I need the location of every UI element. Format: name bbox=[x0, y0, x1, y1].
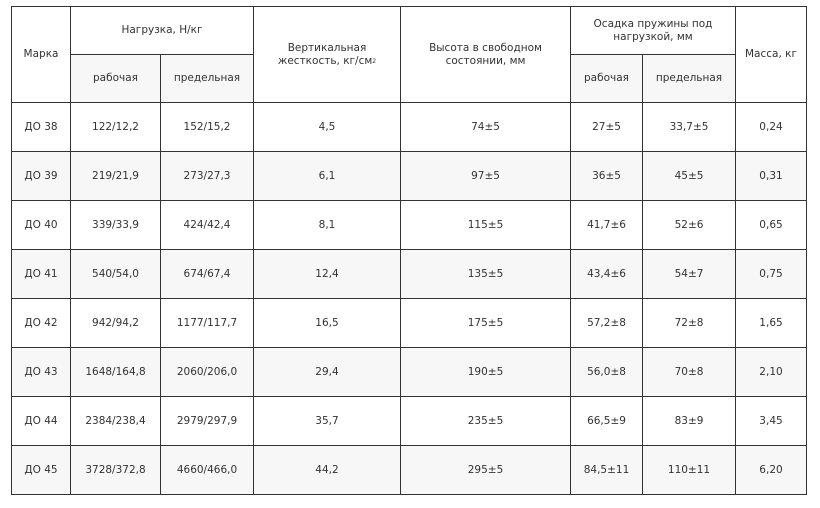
cell-mass: 0,24 bbox=[735, 102, 807, 152]
header-load-limit: предельная bbox=[160, 54, 254, 103]
cell-height: 190±5 bbox=[400, 347, 571, 397]
cell-height: 175±5 bbox=[400, 298, 571, 348]
cell-mass: 2,10 bbox=[735, 347, 807, 397]
header-load: Нагрузка, Н/кг bbox=[70, 6, 254, 55]
cell-mass: 1,65 bbox=[735, 298, 807, 348]
cell-mark: ДО 41 bbox=[11, 249, 71, 299]
cell-load-limit: 273/27,3 bbox=[160, 151, 254, 201]
cell-set-limit: 110±11 bbox=[642, 445, 736, 495]
header-height: Высота в свободном состоянии, мм bbox=[400, 6, 571, 103]
header-settlement-working: рабочая bbox=[570, 54, 643, 103]
cell-set-limit: 52±6 bbox=[642, 200, 736, 250]
cell-stiffness: 16,5 bbox=[253, 298, 401, 348]
cell-set-work: 36±5 bbox=[570, 151, 643, 201]
cell-load-work: 339/33,9 bbox=[70, 200, 161, 250]
cell-stiffness: 29,4 bbox=[253, 347, 401, 397]
header-stiffness: Вертикальная жесткость, кг/см2 bbox=[253, 6, 401, 103]
header-load-working: рабочая bbox=[70, 54, 161, 103]
table-row: ДО 45 3728/372,8 4660/466,0 44,2 295±5 84,5±1… bbox=[11, 445, 807, 495]
cell-height: 235±5 bbox=[400, 396, 571, 446]
cell-set-work: 66,5±9 bbox=[570, 396, 643, 446]
cell-mark: ДО 42 bbox=[11, 298, 71, 348]
cell-load-work: 219/21,9 bbox=[70, 151, 161, 201]
cell-mark: ДО 44 bbox=[11, 396, 71, 446]
cell-set-work: 27±5 bbox=[570, 102, 643, 152]
cell-height: 74±5 bbox=[400, 102, 571, 152]
cell-set-work: 43,4±6 bbox=[570, 249, 643, 299]
cell-load-limit: 152/15,2 bbox=[160, 102, 254, 152]
cell-set-limit: 83±9 bbox=[642, 396, 736, 446]
cell-mass: 0,75 bbox=[735, 249, 807, 299]
table-row: ДО 44 2384/238,4 2979/297,9 35,7 235±5 66,5±9… bbox=[11, 396, 807, 446]
cell-load-work: 540/54,0 bbox=[70, 249, 161, 299]
header-settlement: Осадка пружины под нагрузкой, мм bbox=[570, 6, 736, 55]
cell-mark: ДО 39 bbox=[11, 151, 71, 201]
cell-set-work: 57,2±8 bbox=[570, 298, 643, 348]
cell-set-work: 41,7±6 bbox=[570, 200, 643, 250]
cell-stiffness: 44,2 bbox=[253, 445, 401, 495]
cell-load-work: 2384/238,4 bbox=[70, 396, 161, 446]
cell-mass: 0,65 bbox=[735, 200, 807, 250]
cell-mass: 3,45 bbox=[735, 396, 807, 446]
cell-load-limit: 2979/297,9 bbox=[160, 396, 254, 446]
cell-mass: 6,20 bbox=[735, 445, 807, 495]
cell-height: 97±5 bbox=[400, 151, 571, 201]
header-mass: Масса, кг bbox=[735, 6, 807, 103]
cell-stiffness: 6,1 bbox=[253, 151, 401, 201]
cell-load-limit: 4660/466,0 bbox=[160, 445, 254, 495]
spring-specs-table: Марка Нагрузка, Н/кг Вертикальная жестко… bbox=[11, 6, 807, 495]
cell-height: 295±5 bbox=[400, 445, 571, 495]
cell-set-limit: 72±8 bbox=[642, 298, 736, 348]
cell-mark: ДО 45 bbox=[11, 445, 71, 495]
table-row: ДО 38 122/12,2 152/15,2 4,5 74±5 27±5 33,7±5 0,… bbox=[11, 102, 807, 152]
cell-load-limit: 674/67,4 bbox=[160, 249, 254, 299]
table-row: ДО 41 540/54,0 674/67,4 12,4 135±5 43,4±6 54±7… bbox=[11, 249, 807, 299]
cell-mark: ДО 38 bbox=[11, 102, 71, 152]
cell-mark: ДО 43 bbox=[11, 347, 71, 397]
cell-mass: 0,31 bbox=[735, 151, 807, 201]
cell-stiffness: 35,7 bbox=[253, 396, 401, 446]
cell-height: 115±5 bbox=[400, 200, 571, 250]
cell-load-work: 122/12,2 bbox=[70, 102, 161, 152]
cell-set-work: 84,5±11 bbox=[570, 445, 643, 495]
table-row: ДО 39 219/21,9 273/27,3 6,1 97±5 36±5 45±5 0,31 bbox=[11, 151, 807, 201]
cell-stiffness: 8,1 bbox=[253, 200, 401, 250]
cell-set-limit: 54±7 bbox=[642, 249, 736, 299]
cell-load-work: 3728/372,8 bbox=[70, 445, 161, 495]
cell-set-limit: 33,7±5 bbox=[642, 102, 736, 152]
cell-stiffness: 12,4 bbox=[253, 249, 401, 299]
cell-load-work: 942/94,2 bbox=[70, 298, 161, 348]
header-mark: Марка bbox=[11, 6, 71, 103]
cell-mark: ДО 40 bbox=[11, 200, 71, 250]
cell-load-limit: 2060/206,0 bbox=[160, 347, 254, 397]
header-settlement-limit: предельная bbox=[642, 54, 736, 103]
table-row: ДО 42 942/94,2 1177/117,7 16,5 175±5 57,2±8 72… bbox=[11, 298, 807, 348]
cell-set-limit: 70±8 bbox=[642, 347, 736, 397]
cell-load-work: 1648/164,8 bbox=[70, 347, 161, 397]
table-row: ДО 43 1648/164,8 2060/206,0 29,4 190±5 56,0±8… bbox=[11, 347, 807, 397]
cell-set-limit: 45±5 bbox=[642, 151, 736, 201]
cell-set-work: 56,0±8 bbox=[570, 347, 643, 397]
cell-height: 135±5 bbox=[400, 249, 571, 299]
cell-stiffness: 4,5 bbox=[253, 102, 401, 152]
table-row: ДО 40 339/33,9 424/42,4 8,1 115±5 41,7±6 52±6 0… bbox=[11, 200, 807, 250]
cell-load-limit: 424/42,4 bbox=[160, 200, 254, 250]
cell-load-limit: 1177/117,7 bbox=[160, 298, 254, 348]
